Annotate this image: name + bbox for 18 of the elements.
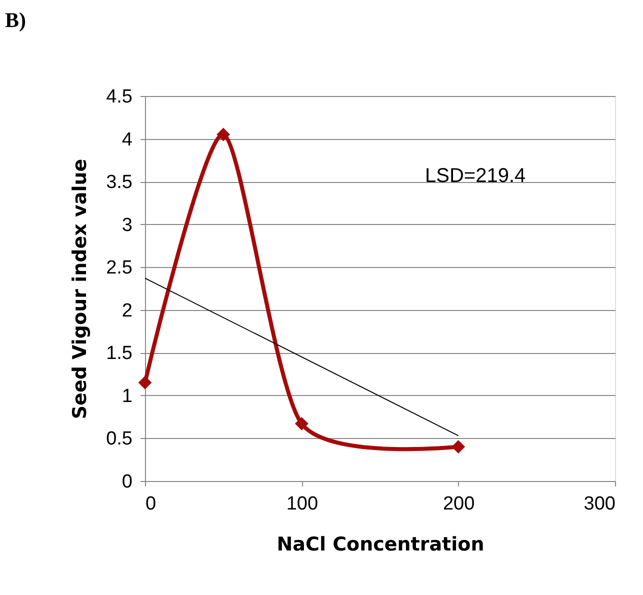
- y-tick-label: 4.5: [106, 86, 132, 108]
- y-tick-label: 1.5: [106, 343, 132, 364]
- y-tick-label: 1: [122, 386, 132, 407]
- text: B): [5, 8, 26, 32]
- x-tick-label: 300: [584, 494, 616, 514]
- x-tick-label: 200: [442, 494, 475, 514]
- y-axis-title: Seed Vigour index value: [69, 158, 92, 420]
- y-tick-label: 0.5: [106, 428, 132, 450]
- x-tick-label: 0: [146, 494, 156, 514]
- y-tick-label: 3: [122, 214, 132, 236]
- y-tick-label: 0: [122, 472, 132, 492]
- x-tick-label: 100: [286, 494, 318, 514]
- y-tick-label: 3.5: [106, 172, 132, 194]
- y-tick-label: 2: [122, 300, 132, 322]
- y-tick-label: 4: [122, 129, 133, 150]
- y-tick-label: 2.5: [106, 258, 132, 279]
- x-axis-title: NaCl Concentration: [276, 534, 484, 556]
- annotation: LSD=219.4: [425, 165, 526, 187]
